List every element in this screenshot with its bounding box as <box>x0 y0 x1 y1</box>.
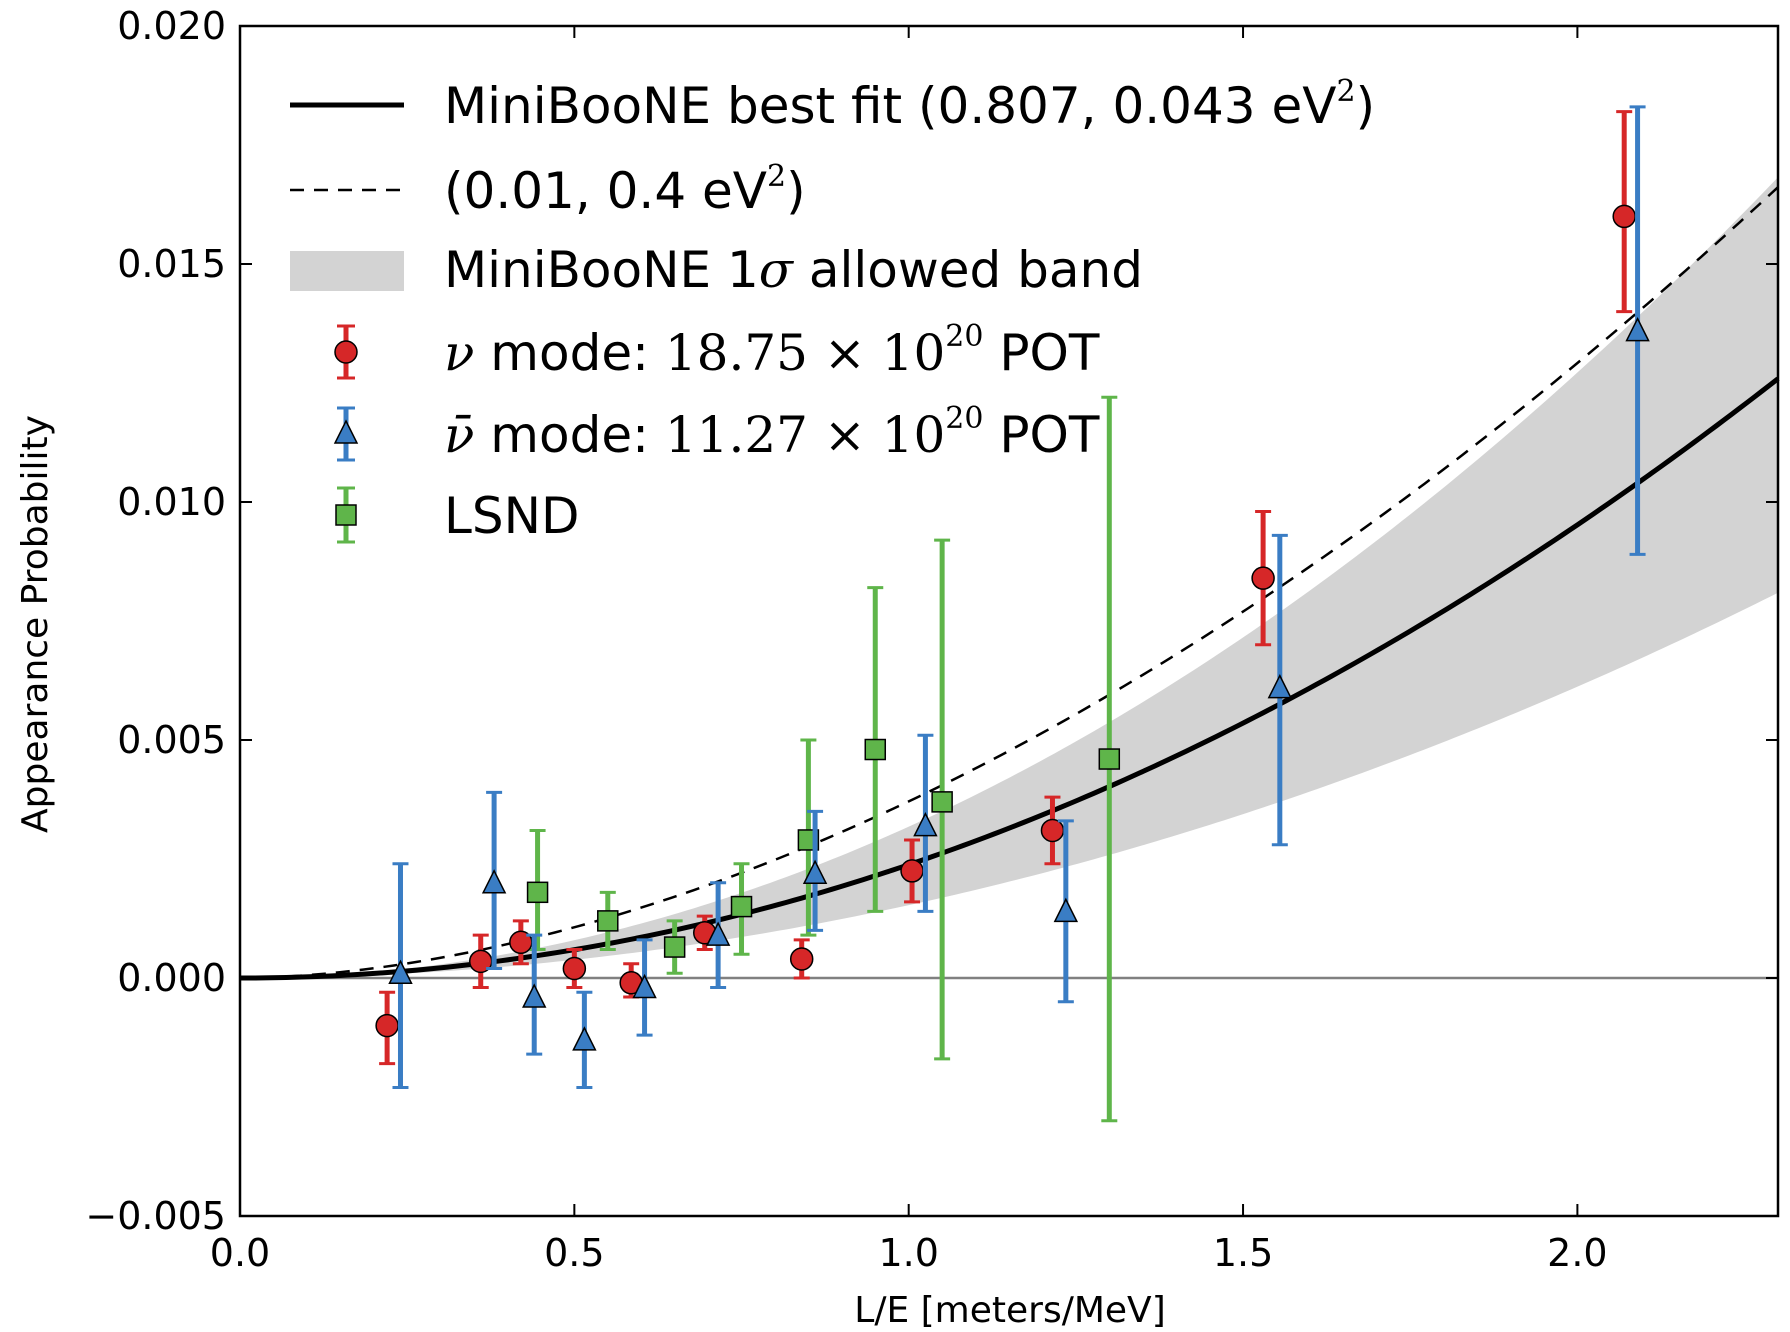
legend: MiniBooNE best fit (0.807, 0.043 eV2) (0… <box>290 74 1375 545</box>
legend-nu-label: ν mode: 18.75 × 1020 POT <box>444 319 1100 382</box>
nubar_mode-point <box>481 869 507 894</box>
nu_mode-point <box>1612 204 1636 229</box>
axis-ticks: 0.0 0.5 1.0 1.5 2.0 −0.005 0.000 0.005 0.010 0.01… <box>85 4 1778 1275</box>
series-nu_mode <box>375 110 1636 1066</box>
legend-nubar-symbol: ν̄ <box>444 406 474 464</box>
y-tick-label: 0.015 <box>117 242 226 286</box>
series-lsnd <box>526 395 1121 1123</box>
nubar_mode-point <box>632 973 657 999</box>
legend-alt-fit-close: ) <box>786 162 806 220</box>
nubar_mode-point <box>1267 673 1293 699</box>
legend-nubar-swatch <box>333 406 359 462</box>
legend-band-post: allowed band <box>793 241 1143 299</box>
lsnd-point <box>1098 748 1121 770</box>
x-tick-label: 1.5 <box>1213 1231 1273 1275</box>
legend-nu-mid: mode: <box>474 324 664 382</box>
nu_mode-point <box>1040 818 1065 843</box>
legend-best-fit-sup: 2 <box>1336 74 1355 109</box>
y-tick-label: 0.020 <box>117 4 226 48</box>
nubar_mode-point <box>1625 316 1650 342</box>
legend-lsnd-label: LSND <box>444 487 580 545</box>
legend-band-swatch <box>290 251 404 291</box>
legend-nu-post: POT <box>983 324 1099 382</box>
legend-nubar-num: 11.27 × 10 <box>665 406 945 464</box>
legend-best-fit-label: MiniBooNE best fit (0.807, 0.043 eV2) <box>444 74 1375 135</box>
legend-nubar-mid: mode: <box>474 406 664 464</box>
nubar_mode-point <box>705 921 731 946</box>
legend-nubar-label: ν̄ mode: 11.27 × 1020 POT <box>444 401 1100 464</box>
legend-nubar-sup: 20 <box>945 401 983 436</box>
legend-best-fit-close: ) <box>1356 77 1376 135</box>
lsnd-point <box>730 895 753 918</box>
legend-band-pre: MiniBooNE 1 <box>444 241 759 299</box>
x-tick-label: 2.0 <box>1547 1231 1607 1275</box>
legend-best-fit-main: MiniBooNE best fit (0.807, 0.043 eV <box>444 77 1336 135</box>
legend-nu-swatch <box>334 324 358 380</box>
legend-alt-fit-label: (0.01, 0.4 eV2) <box>444 159 806 220</box>
y-tick-label: 0.005 <box>117 718 226 762</box>
nu_mode-point <box>789 947 814 971</box>
nubar_mode-point <box>1053 897 1079 923</box>
nu_mode-point <box>562 956 587 981</box>
nubar_mode-point <box>572 1026 597 1051</box>
x-tick-label: 0.0 <box>210 1231 270 1275</box>
legend-band-sigma: σ <box>759 241 795 299</box>
series-nubar_mode <box>388 105 1650 1089</box>
nu_mode-point <box>375 1013 399 1038</box>
nu_mode-point <box>900 859 924 883</box>
plot-frame <box>238 24 1780 1218</box>
legend-nu-sup: 20 <box>945 319 983 354</box>
y-tick-label: 0.000 <box>117 956 226 1000</box>
legend-nu-symbol: ν <box>444 324 474 382</box>
y-axis-label: Appearance Probability <box>15 415 56 833</box>
lsnd-point <box>526 881 549 904</box>
lsnd-point <box>597 910 619 932</box>
x-tick-label: 1.0 <box>878 1231 938 1275</box>
lsnd-point <box>864 738 887 761</box>
legend-nu-num: 18.75 × 10 <box>665 324 945 382</box>
lsnd-point <box>663 936 686 958</box>
nubar_mode-point <box>913 812 938 837</box>
y-tick-label: −0.005 <box>85 1194 226 1238</box>
alt-fit-curve <box>239 186 1779 980</box>
nubar_mode-point <box>802 859 828 885</box>
x-tick-label: 0.5 <box>544 1231 604 1275</box>
nubar_mode-point <box>388 959 413 984</box>
data-series <box>375 105 1650 1123</box>
nubar_mode-point <box>522 983 547 1008</box>
y-tick-label: 0.010 <box>117 480 226 524</box>
legend-alt-fit-main: (0.01, 0.4 eV <box>444 162 767 220</box>
lsnd-point <box>931 791 953 813</box>
legend-lsnd-swatch <box>335 486 357 544</box>
legend-nubar-post: POT <box>983 406 1099 464</box>
legend-alt-fit-sup: 2 <box>767 159 786 194</box>
allowed-band <box>240 177 1778 978</box>
legend-band-label: MiniBooNE 1σ allowed band <box>444 241 1143 299</box>
x-axis-label: L/E [meters/MeV] <box>854 1290 1165 1331</box>
nu_mode-point <box>1251 566 1275 590</box>
